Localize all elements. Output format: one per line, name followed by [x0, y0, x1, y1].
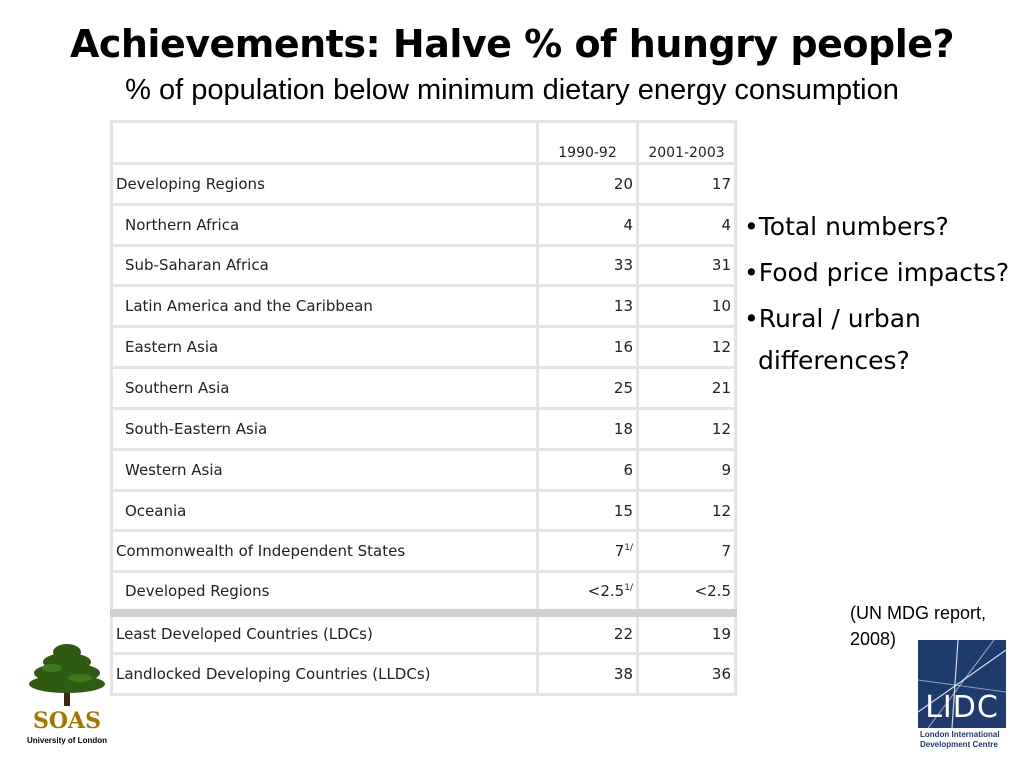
row-label: Developed Regions: [110, 570, 539, 617]
row-label: Landlocked Developing Countries (LLDCs): [110, 652, 539, 696]
row-label: Least Developed Countries (LDCs): [110, 611, 539, 655]
row-value-1990: 25: [536, 366, 639, 410]
row-value-1990: 38: [536, 652, 639, 696]
row-value-1990: 22: [536, 611, 639, 655]
row-value-1990: 4: [536, 202, 639, 247]
row-value-2001: 21: [636, 366, 737, 410]
row-value-1990: <2.51/: [536, 570, 639, 617]
row-value-1990: 20: [536, 161, 639, 206]
row-value-2001: 36: [636, 652, 737, 696]
row-label: South-Eastern Asia: [110, 406, 539, 451]
soas-subtitle: University of London: [27, 736, 107, 745]
lidc-wordmark: LIDC: [925, 690, 999, 725]
slide-title: Achievements: Halve % of hungry people?: [69, 22, 955, 66]
row-value-1990: 71/: [536, 529, 639, 574]
row-value-2001: 17: [636, 161, 737, 206]
row-label: Southern Asia: [110, 366, 539, 410]
table-row: Southern Asia 25 21: [110, 366, 737, 410]
table-row: Least Developed Countries (LDCs) 22 19: [110, 611, 737, 655]
row-value-1990: 6: [536, 447, 639, 492]
row-value-2001: 19: [636, 611, 737, 655]
row-label: Developing Regions: [110, 161, 539, 206]
row-label: Eastern Asia: [110, 325, 539, 370]
row-label: Northern Africa: [110, 202, 539, 247]
bullet-item: •Total numbers?: [744, 212, 949, 241]
soas-logo: SOAS University of London: [22, 640, 112, 752]
lidc-subtitle: London International Development Centre: [920, 730, 1008, 750]
table-row: Landlocked Developing Countries (LLDCs) …: [110, 652, 737, 696]
row-value-1990: 15: [536, 488, 639, 533]
row-value-text: 7: [614, 542, 625, 561]
lidc-logo: LIDC London International Development Ce…: [918, 640, 1006, 752]
row-value-2001: 12: [636, 325, 737, 370]
table-row: Latin America and the Caribbean 13 10: [110, 284, 737, 329]
row-value-2001: 4: [636, 202, 737, 247]
row-value-2001: 31: [636, 243, 737, 288]
table-row: Commonwealth of Independent States 71/ 7: [110, 529, 737, 574]
soas-wordmark: SOAS: [32, 708, 101, 734]
row-value-2001: <2.5: [636, 570, 737, 617]
table-row: Oceania 15 12: [110, 488, 737, 533]
row-value-2001: 12: [636, 488, 737, 533]
row-value-1990: 16: [536, 325, 639, 370]
bullet-item: •Rural / urban differences?: [744, 304, 921, 375]
row-value-2001: 10: [636, 284, 737, 329]
row-label: Latin America and the Caribbean: [110, 284, 539, 329]
bullet-item: •Food price impacts?: [744, 258, 1010, 287]
footnote-marker: 1/: [624, 582, 633, 593]
bullet-list: •Total numbers? •Food price impacts? •Ru…: [744, 206, 1014, 386]
table-header-row: 1990-92 2001-2003: [110, 120, 737, 165]
row-label: Commonwealth of Independent States: [110, 529, 539, 574]
table-row: Western Asia 6 9: [110, 447, 737, 492]
table-row: Eastern Asia 16 12: [110, 325, 737, 370]
row-value-1990: 33: [536, 243, 639, 288]
row-value-text: <2.5: [587, 581, 625, 600]
header-cell-2001-2003: 2001-2003: [636, 120, 737, 165]
source-citation: (UN MDG report, 2008): [850, 603, 987, 649]
header-cell-1990-92: 1990-92: [536, 120, 639, 165]
tree-icon: [29, 644, 105, 706]
table-row: Northern Africa 4 4: [110, 202, 737, 247]
lidc-subtitle-line: Development Centre: [920, 740, 998, 749]
lidc-burst-icon: [918, 640, 1006, 728]
row-value-2001: 12: [636, 406, 737, 451]
table-row: Sub-Saharan Africa 33 31: [110, 243, 737, 288]
hunger-data-table: 1990-92 2001-2003 Developing Regions 20 …: [110, 120, 737, 696]
table-row: Developing Regions 20 17: [110, 161, 737, 206]
table-row: South-Eastern Asia 18 12: [110, 406, 737, 451]
row-label: Sub-Saharan Africa: [110, 243, 539, 288]
header-cell-label: [110, 120, 539, 165]
row-label: Western Asia: [110, 447, 539, 492]
row-value-1990: 13: [536, 284, 639, 329]
lidc-emblem: LIDC: [918, 640, 1006, 728]
row-label: Oceania: [110, 488, 539, 533]
slide-subtitle: % of population below minimum dietary en…: [125, 74, 899, 106]
lidc-subtitle-line: London International: [920, 730, 1000, 739]
table-row: Developed Regions <2.51/ <2.5: [110, 570, 737, 617]
row-value-1990: 18: [536, 406, 639, 451]
row-value-2001: 7: [636, 529, 737, 574]
footnote-marker: 1/: [624, 543, 633, 554]
row-value-2001: 9: [636, 447, 737, 492]
